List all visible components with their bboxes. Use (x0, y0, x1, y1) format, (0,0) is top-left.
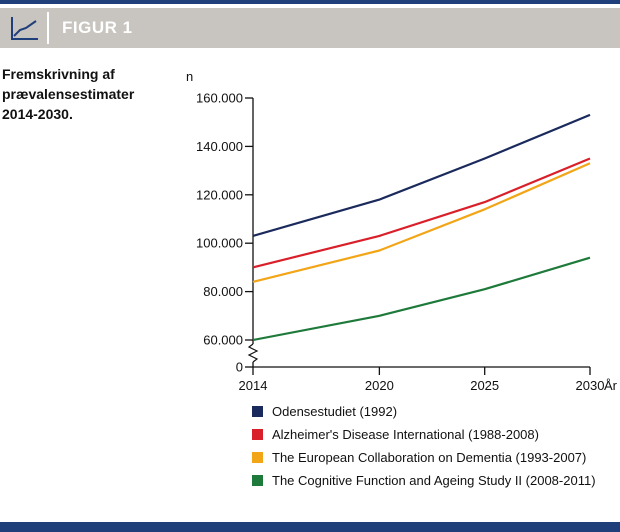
figure-header: FIGUR 1 (0, 8, 620, 48)
y-axis-label: n (186, 69, 193, 84)
x-tick-label: 2025 (470, 378, 499, 393)
y-tick-label: 140.000 (196, 139, 243, 154)
y-tick-label: 120.000 (196, 187, 243, 202)
legend-label: Odensestudiet (1992) (272, 404, 398, 419)
y-axis-break (247, 343, 259, 363)
y-tick-label: 160.000 (196, 91, 243, 106)
line-chart-icon (0, 8, 52, 48)
legend-swatch (252, 406, 263, 417)
legend-swatch (252, 429, 263, 440)
y-tick-label: 60.000 (203, 333, 243, 348)
legend-item: The Cognitive Function and Ageing Study … (252, 469, 618, 492)
legend-swatch (252, 452, 263, 463)
legend-label: Alzheimer's Disease International (1988-… (272, 427, 539, 442)
figure-label: FIGUR 1 (62, 18, 133, 37)
legend-item: Odensestudiet (1992) (252, 400, 618, 423)
x-axis-label: År (604, 378, 618, 393)
figure-subtitle: Fremskrivning af prævalensestimater 2014… (2, 66, 135, 122)
y-tick-label: 80.000 (203, 284, 243, 299)
series-line-2 (252, 157, 591, 269)
legend-label: The European Collaboration on Dementia (… (272, 450, 587, 465)
series-line-4 (252, 256, 591, 342)
legend-item: The European Collaboration on Dementia (… (252, 446, 618, 469)
bottom-rule (0, 522, 620, 532)
x-tick-label: 2020 (365, 378, 394, 393)
legend-item: Alzheimer's Disease International (1988-… (252, 423, 618, 446)
series-line-3 (252, 162, 591, 283)
chart-legend: Odensestudiet (1992) Alzheimer's Disease … (252, 400, 618, 492)
series-line-1 (252, 113, 591, 237)
x-tick-label: 2030 (576, 378, 605, 393)
y-tick-label: 0 (236, 360, 243, 375)
legend-label: The Cognitive Function and Ageing Study … (272, 473, 596, 488)
y-tick-label: 100.000 (196, 236, 243, 251)
top-rule (0, 0, 620, 4)
legend-swatch (252, 475, 263, 486)
line-chart: 0 60.000 80.000 100.000 120.000 140.000 160.00… (186, 69, 618, 393)
x-tick-label: 2014 (239, 378, 268, 393)
